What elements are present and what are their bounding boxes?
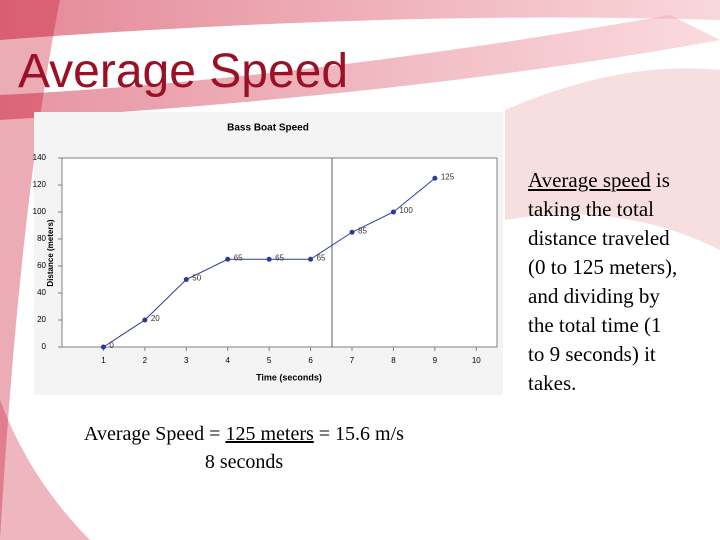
x-tick-label: 10 bbox=[472, 356, 481, 365]
swoosh bbox=[0, 0, 720, 40]
point bbox=[349, 229, 355, 235]
x-tick-label: 4 bbox=[225, 356, 230, 365]
point bbox=[183, 277, 189, 282]
data-label: 20 bbox=[151, 314, 160, 323]
point bbox=[266, 256, 272, 262]
chart-title: Bass Boat Speed bbox=[227, 123, 309, 134]
y-tick-label: 0 bbox=[42, 342, 47, 351]
y-tick-label: 140 bbox=[33, 153, 47, 162]
x-axis-label: Time (seconds) bbox=[256, 372, 322, 382]
swoosh bbox=[505, 68, 720, 250]
explanation: Average speed is taking the total distan… bbox=[528, 166, 678, 398]
formula-text: = 15.6 m/s bbox=[313, 423, 404, 445]
y-tick-label: 120 bbox=[33, 180, 47, 189]
plot-area bbox=[61, 157, 498, 348]
data-label: 65 bbox=[275, 253, 284, 262]
x-tick-label: 1 bbox=[101, 356, 106, 365]
data-label: 65 bbox=[317, 253, 326, 262]
x-tick-label: 7 bbox=[350, 356, 355, 365]
explanation-text: is taking the total distance traveled (0… bbox=[528, 168, 678, 395]
data-label: 65 bbox=[234, 253, 243, 262]
formula-text: Average Speed = bbox=[84, 423, 226, 445]
y-axis-label: Distance (meters) bbox=[46, 219, 55, 286]
point bbox=[390, 209, 396, 215]
point bbox=[100, 344, 106, 350]
swoosh bbox=[0, 0, 60, 540]
point bbox=[308, 256, 314, 262]
formula-denominator: 8 seconds bbox=[204, 451, 284, 473]
data-label: 0 bbox=[109, 341, 114, 350]
y-tick-label: 100 bbox=[33, 207, 47, 216]
x-tick-label: 9 bbox=[433, 356, 438, 365]
swoosh bbox=[0, 400, 90, 540]
point bbox=[142, 317, 148, 323]
formula-numerator: 125 meters bbox=[225, 423, 314, 445]
x-tick-label: 2 bbox=[143, 356, 148, 365]
data-label: 50 bbox=[192, 274, 201, 283]
swoosh bbox=[0, 15, 720, 120]
term: Average speed bbox=[528, 168, 651, 192]
point bbox=[432, 175, 438, 181]
slide-title: Average Speed bbox=[18, 45, 349, 98]
x-tick-label: 6 bbox=[308, 356, 313, 365]
y-tick-label: 20 bbox=[37, 315, 46, 324]
y-tick-label: 40 bbox=[37, 288, 46, 297]
data-label: 125 bbox=[441, 172, 455, 181]
formula: Average Speed = 125 meters = 15.6 m/s 8 … bbox=[34, 420, 454, 476]
y-tick-label: 60 bbox=[37, 261, 46, 270]
data-label: 100 bbox=[399, 206, 413, 215]
x-tick-label: 5 bbox=[267, 356, 272, 365]
x-tick-label: 8 bbox=[391, 356, 396, 365]
point bbox=[225, 256, 231, 262]
x-tick-label: 3 bbox=[184, 356, 189, 365]
y-tick-label: 80 bbox=[37, 234, 46, 243]
data-label: 85 bbox=[358, 226, 367, 235]
